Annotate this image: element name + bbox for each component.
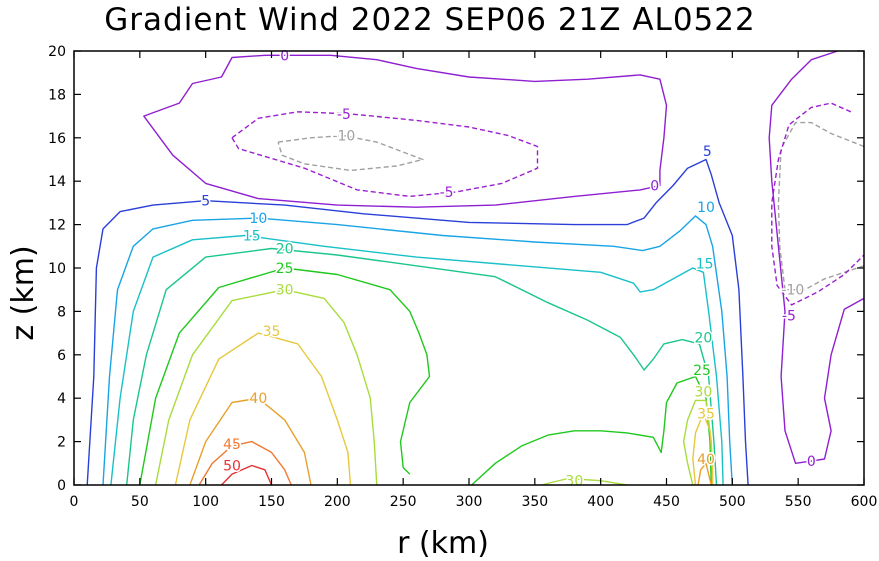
y-tick-label: 2 xyxy=(57,435,66,451)
contour-line--5 xyxy=(771,102,865,306)
x-tick-label: 200 xyxy=(324,494,351,510)
y-tick-label: 0 xyxy=(57,478,66,494)
contour-line-10 xyxy=(102,215,733,486)
contour-label: 5 xyxy=(201,194,210,210)
y-tick-label: 10 xyxy=(48,261,66,277)
contour-label: 10 xyxy=(249,211,267,227)
contour-label: 40 xyxy=(697,452,715,468)
x-tick-label: 550 xyxy=(785,494,812,510)
x-axis-label: r (km) xyxy=(397,526,489,561)
contour-line-0 xyxy=(143,54,668,208)
contour-line-40 xyxy=(189,397,312,486)
contour-line-20 xyxy=(126,247,718,486)
contour-label: 25 xyxy=(693,363,711,379)
contour-label: 10 xyxy=(697,200,715,216)
contour-line-25 xyxy=(139,267,431,486)
contour-line-35 xyxy=(692,412,714,486)
x-tick-label: 300 xyxy=(456,494,483,510)
contour-line--10 xyxy=(777,121,865,290)
y-tick-label: 16 xyxy=(48,131,66,147)
contour-line-5 xyxy=(86,158,749,486)
contour-label: 0 xyxy=(807,454,816,470)
x-tick-label: 250 xyxy=(390,494,417,510)
contour-line-15 xyxy=(110,234,724,486)
contour-label: 5 xyxy=(703,144,712,160)
x-tick-label: 400 xyxy=(587,494,614,510)
contour-label: -5 xyxy=(440,185,454,201)
contour-lines xyxy=(86,50,865,486)
contour-label: 40 xyxy=(249,391,267,407)
y-axis-ticks: 0 2 4 6 8 10 12 14 16 18 20 xyxy=(48,44,864,494)
contour-label: 15 xyxy=(243,228,261,244)
contour-label: 30 xyxy=(565,474,583,490)
contour-line-0 xyxy=(768,50,865,464)
contour-label: 25 xyxy=(276,261,294,277)
contour-line-40 xyxy=(697,462,712,486)
y-tick-label: 14 xyxy=(48,174,66,190)
contour-line-30 xyxy=(154,289,378,486)
contour-label: 35 xyxy=(263,324,281,340)
y-tick-label: 8 xyxy=(57,304,66,320)
chart-title: Gradient Wind 2022 SEP06 21Z AL0522 xyxy=(104,2,755,38)
x-axis-ticks: 0 50 100 150 200 250 300 350 400 450 500 550 600 xyxy=(70,51,878,510)
contour-line-45 xyxy=(198,440,292,486)
contour-line-35 xyxy=(174,332,352,486)
contour-label: -10 xyxy=(781,283,804,299)
y-tick-label: 18 xyxy=(48,87,66,103)
y-tick-label: 12 xyxy=(48,218,66,234)
x-tick-label: 150 xyxy=(258,494,285,510)
x-tick-label: 100 xyxy=(192,494,219,510)
contour-line--10 xyxy=(785,265,865,291)
contour-labels: -10-10-5-5-50005510101515202025253030303… xyxy=(200,47,818,491)
x-tick-label: 450 xyxy=(653,494,680,510)
contour-label: 35 xyxy=(697,406,715,422)
y-tick-label: 4 xyxy=(57,391,66,407)
contour-label: 15 xyxy=(696,257,714,273)
contour-label: 0 xyxy=(280,48,289,64)
contour-label: -5 xyxy=(337,107,351,123)
y-tick-label: 6 xyxy=(57,348,66,364)
contour-label: 20 xyxy=(694,330,712,346)
contour-line--5 xyxy=(231,111,539,198)
x-tick-label: 500 xyxy=(719,494,746,510)
contour-label: 45 xyxy=(223,437,241,453)
contour-label: -10 xyxy=(332,129,355,145)
contour-label: 50 xyxy=(223,458,241,474)
y-tick-label: 20 xyxy=(48,44,66,60)
contour-label: 30 xyxy=(694,385,712,401)
contour-label: -5 xyxy=(782,309,796,325)
contour-line-50 xyxy=(220,464,273,486)
x-tick-label: 350 xyxy=(521,494,548,510)
contour-line--10 xyxy=(277,134,424,172)
x-tick-label: 50 xyxy=(131,494,149,510)
contour-line-30 xyxy=(541,477,628,486)
contour-label: 20 xyxy=(276,241,294,257)
x-tick-label: 600 xyxy=(851,494,878,510)
x-tick-label: 0 xyxy=(70,494,79,510)
y-axis-label: z (km) xyxy=(6,245,41,340)
contour-label: 30 xyxy=(276,283,294,299)
contour-label: 0 xyxy=(650,179,659,195)
contour-line-25 xyxy=(471,375,712,486)
